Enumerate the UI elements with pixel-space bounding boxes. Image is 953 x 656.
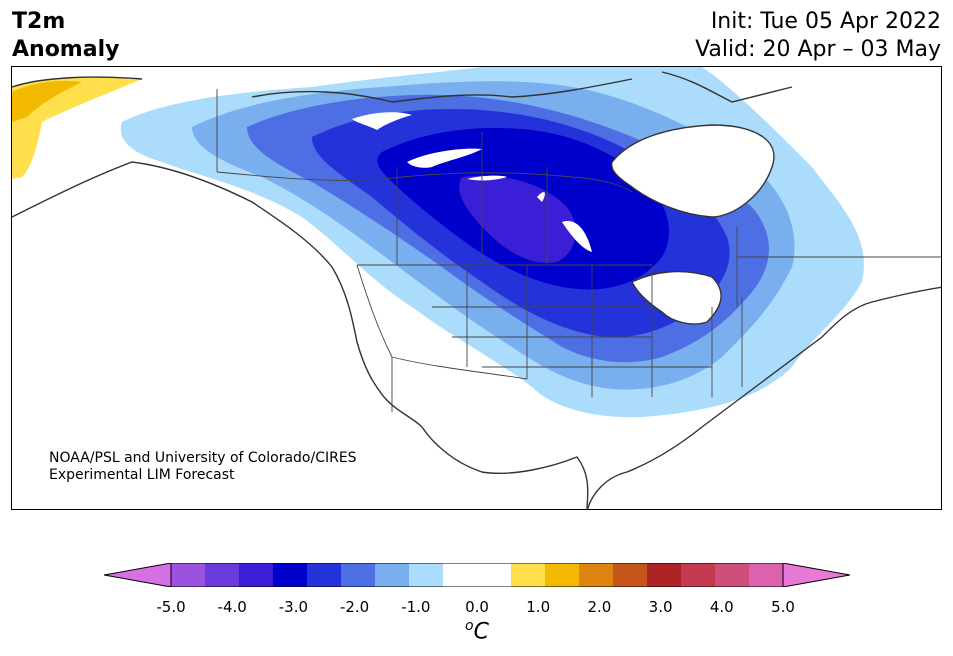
colorbar-cell xyxy=(545,563,580,587)
lake xyxy=(562,221,592,252)
lake xyxy=(407,148,482,168)
colorbar-cell xyxy=(273,563,308,587)
anomaly-band-plus-1.0 xyxy=(12,80,82,122)
map-title-line2: Anomaly xyxy=(12,37,120,62)
colorbar-cell xyxy=(681,563,716,587)
colorbar-cell xyxy=(341,563,376,587)
colorbar-cell xyxy=(307,563,342,587)
credit-line2: Experimental LIM Forecast xyxy=(49,467,235,483)
hudson-bay xyxy=(611,125,774,217)
colorbar-tick-label: 0.0 xyxy=(465,598,489,616)
colorbar-cell xyxy=(171,563,206,587)
colorbar-tick-label: 1.0 xyxy=(526,598,551,616)
colorbar-cell xyxy=(375,563,410,587)
colorbar-unit: oC xyxy=(465,618,489,644)
colorbar-cell xyxy=(409,563,444,587)
colorbar-tick-label: -5.0 xyxy=(156,598,186,616)
map-title: T2m Anomaly xyxy=(12,8,119,64)
colorbar-tick-label: 4.0 xyxy=(709,598,734,616)
borders xyxy=(216,89,941,412)
colorbar-outline xyxy=(170,563,784,587)
colorbar-tick-label: -3.0 xyxy=(278,598,309,616)
great-lakes xyxy=(632,271,722,324)
colorbar-cell xyxy=(239,563,274,587)
colorbar-cell xyxy=(443,563,478,587)
colorbar-extend-max xyxy=(782,563,850,587)
init-date: Init: Tue 05 Apr 2022 xyxy=(710,9,941,34)
lake xyxy=(352,112,412,130)
lake xyxy=(467,175,507,181)
colorbar-tick-label: 2.0 xyxy=(587,598,612,616)
colorbar-tick-label: -2.0 xyxy=(339,598,370,616)
colorbar-cell xyxy=(511,563,546,587)
colorbar-cell xyxy=(749,563,784,587)
forecast-dates: Init: Tue 05 Apr 2022 Valid: 20 Apr – 03… xyxy=(695,8,941,64)
colorbar-cell xyxy=(579,563,614,587)
unit-label: C xyxy=(473,619,489,645)
colorbar-tick-label: -1.0 xyxy=(401,598,431,616)
colorbar-tick-label: 3.0 xyxy=(648,598,673,616)
colorbar-cell xyxy=(205,563,240,587)
colorbar-cell xyxy=(477,563,512,587)
colorbar-tick-label: -4.0 xyxy=(217,598,247,616)
credit-line1: NOAA/PSL and University of Colorado/CIRE… xyxy=(49,450,357,466)
anomaly-map xyxy=(12,67,941,509)
colorbar-cell xyxy=(715,563,750,587)
colorbar-extend-min xyxy=(104,563,172,587)
lake xyxy=(537,192,545,202)
colorbar-cell xyxy=(613,563,648,587)
colorbar xyxy=(104,563,850,587)
credit-text: NOAA/PSL and University of Colorado/CIRE… xyxy=(49,450,357,484)
colorbar-cell xyxy=(647,563,682,587)
unit-degree: o xyxy=(465,618,474,634)
colorbar-tick-label: 5.0 xyxy=(771,598,795,616)
map-title-line1: T2m xyxy=(12,9,66,34)
valid-range: Valid: 20 Apr – 03 May xyxy=(695,37,941,62)
map-panel xyxy=(11,66,942,510)
